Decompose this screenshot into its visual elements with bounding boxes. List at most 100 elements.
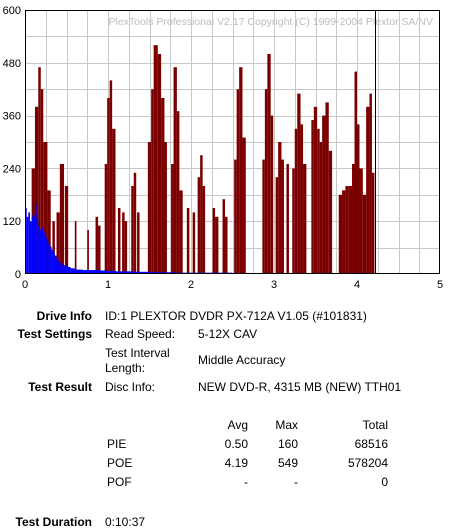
pie-row-label: PIE	[107, 437, 127, 451]
poe-bar	[345, 186, 349, 274]
poe-bar	[157, 54, 162, 274]
poe-bar	[40, 89, 44, 274]
poe-bar	[161, 98, 165, 274]
poe-bar	[95, 216, 99, 274]
x-tick-label: 2	[188, 279, 194, 291]
pof-total: 0	[381, 475, 388, 489]
pie-bar	[108, 270, 117, 274]
poe-bar	[270, 115, 274, 274]
disc-info-label: Disc Info:	[105, 380, 156, 394]
poe-bar	[147, 142, 152, 274]
y-tick-label: 600	[3, 5, 21, 17]
poe-bar	[192, 212, 196, 274]
test-duration-label: Test Duration	[15, 515, 92, 529]
poe-bar	[222, 199, 226, 274]
poe-bar	[264, 89, 268, 274]
pie-bar	[124, 271, 133, 274]
pie-bar	[51, 249, 54, 274]
poe-total: 578204	[347, 456, 388, 470]
pie-bar	[116, 271, 125, 274]
poe-bar	[348, 186, 353, 274]
pie-bar	[53, 252, 55, 274]
chart: PlexTools Professional V2.17 Copyright (…	[3, 5, 443, 291]
poe-bar	[64, 186, 69, 274]
pie-avg: 0.50	[224, 437, 248, 451]
poe-bar	[107, 98, 110, 274]
pie-bar	[34, 203, 37, 274]
avg-header: Avg	[227, 418, 248, 432]
x-tick-label: 0	[22, 279, 28, 291]
test-interval-label-line1: Test Interval	[105, 346, 170, 360]
poe-bar	[236, 89, 240, 274]
y-tick-label: 360	[3, 111, 21, 123]
poe-bar	[197, 177, 201, 274]
y-tick-label: 0	[15, 269, 21, 281]
poe-bar	[98, 225, 101, 274]
pie-bar	[59, 263, 63, 274]
x-tick-label: 1	[105, 279, 111, 291]
poe-bar	[366, 106, 370, 274]
plot-border	[25, 10, 440, 274]
poe-bar	[294, 128, 298, 274]
poe-bar	[131, 186, 134, 274]
pof-avg: -	[244, 475, 248, 489]
poe-bar	[311, 120, 314, 274]
poe-bar	[117, 208, 121, 274]
poe-bar	[317, 128, 320, 274]
pie-bar	[28, 212, 30, 274]
poe-bar	[47, 190, 51, 274]
poe-bar	[202, 186, 206, 274]
poe-bar	[109, 80, 113, 275]
test-result-label: Test Result	[28, 380, 92, 394]
poe-bar	[354, 71, 357, 274]
poe-bar	[173, 67, 177, 274]
pie-bar	[38, 225, 40, 274]
pie-bar	[26, 216, 29, 274]
pie-bar	[29, 221, 32, 274]
y-tick-label: 240	[3, 163, 21, 175]
pie-max: 160	[277, 437, 298, 451]
poe-bar	[153, 45, 158, 275]
poe-bar	[176, 111, 180, 274]
pie-bar	[132, 271, 142, 274]
pie-bar	[44, 236, 47, 274]
poe-bar	[278, 142, 282, 274]
poe-bar	[242, 137, 246, 274]
poe-bar	[104, 164, 108, 274]
pie-bar	[99, 270, 108, 274]
poe-bar	[179, 190, 183, 274]
poe-bar	[234, 159, 237, 274]
watermark: PlexTools Professional V2.17 Copyright (…	[109, 16, 434, 28]
poe-row-label: POE	[107, 456, 133, 470]
x-tick-label: 4	[354, 279, 360, 291]
poe-bar	[225, 216, 228, 274]
read-speed-label: Read Speed:	[105, 327, 176, 341]
poe-bar	[371, 172, 375, 274]
poe-bar	[186, 208, 190, 274]
poe-bar	[34, 106, 39, 274]
poe-bar	[267, 54, 271, 274]
poe-bar	[239, 67, 243, 274]
pie-bar	[43, 232, 45, 274]
poe-bar	[59, 164, 65, 274]
poe-bar	[124, 221, 128, 274]
poe-bar	[38, 67, 41, 274]
pie-bar	[141, 271, 150, 274]
poe-bar	[122, 212, 125, 274]
poe-bar	[328, 150, 333, 274]
poe-bar	[43, 142, 48, 274]
x-tick-label: 5	[437, 279, 443, 291]
poe-bar	[212, 208, 216, 274]
poe-bar	[322, 115, 326, 274]
poe-bar	[74, 221, 77, 274]
poe-bar	[357, 124, 360, 275]
y-tick-labels: 0 120 240 360 480 600	[3, 5, 21, 281]
poe-bar	[338, 194, 343, 274]
poe-bar	[359, 168, 363, 274]
pie-bar	[36, 219, 39, 274]
disc-info-value: NEW DVD-R, 4315 MB (NEW) TTH01	[198, 380, 402, 394]
poe-bar	[286, 164, 289, 274]
poe-bar	[87, 230, 89, 274]
pie-bar	[33, 214, 35, 274]
y-tick-label: 480	[3, 58, 21, 70]
